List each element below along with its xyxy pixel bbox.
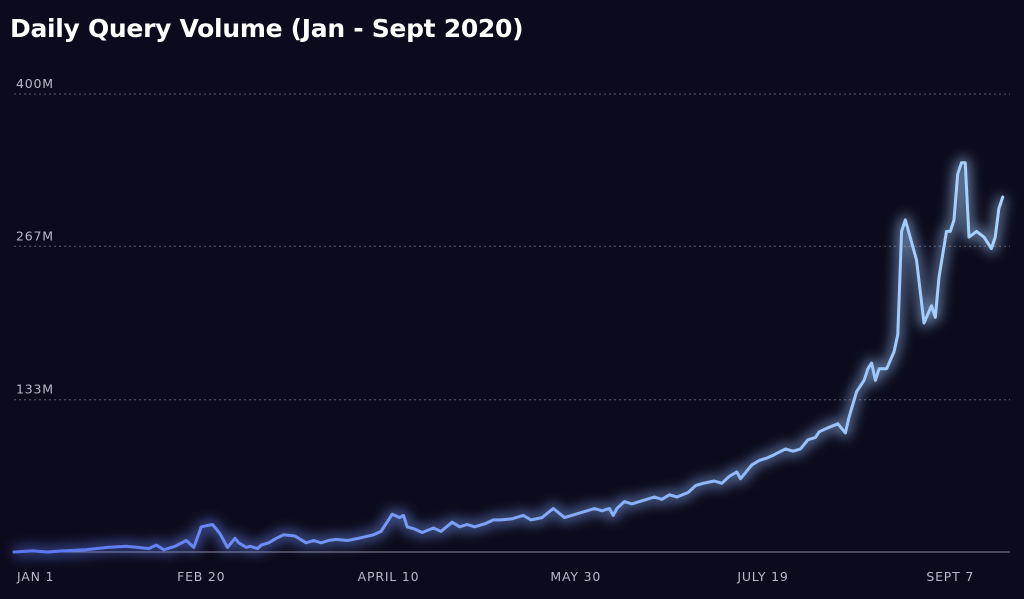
- y-axis-labels: 400M 267M 133M: [16, 76, 54, 397]
- series-line-0: [12, 161, 1005, 554]
- gridlines: [14, 93, 1010, 553]
- x-tick-label: APRIL 10: [358, 569, 420, 584]
- series-line-group: [12, 157, 1008, 557]
- y-tick-label: 133M: [16, 382, 54, 397]
- x-axis-labels: JAN 1 FEB 20 APRIL 10 MAY 30 JULY 19 SEPT 7: [16, 569, 974, 584]
- y-tick-label: 400M: [16, 76, 54, 91]
- x-tick-label: FEB 20: [177, 569, 225, 584]
- x-tick-label: JAN 1: [16, 569, 54, 584]
- chart-title: Daily Query Volume (Jan - Sept 2020): [10, 14, 524, 43]
- x-tick-label: SEPT 7: [926, 569, 974, 584]
- x-tick-label: MAY 30: [550, 569, 601, 584]
- y-tick-label: 267M: [16, 228, 54, 243]
- x-tick-label: JULY 19: [736, 569, 788, 584]
- series-line-glow: [13, 157, 1008, 557]
